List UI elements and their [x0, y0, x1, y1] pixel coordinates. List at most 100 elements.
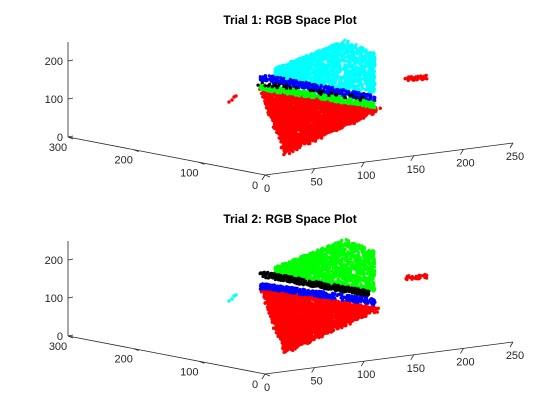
data-point: [299, 74, 303, 79]
x-tick-label: 100: [357, 369, 375, 381]
data-point: [345, 90, 349, 94]
data-point: [340, 120, 344, 124]
data-point: [305, 134, 310, 139]
data-point: [291, 137, 295, 141]
y-tick-mark: [199, 161, 205, 165]
data-point: [271, 74, 275, 79]
data-point: [331, 118, 335, 122]
data-point: [316, 113, 320, 118]
data-point: [303, 126, 307, 130]
data-point: [365, 102, 370, 106]
data-point: [317, 88, 321, 93]
data-point: [282, 120, 287, 125]
data-point: [274, 109, 278, 113]
x-tick-mark: [311, 168, 315, 174]
data-point: [362, 112, 367, 116]
x-tick-mark: [360, 360, 365, 367]
data-point: [313, 92, 317, 96]
data-point: [351, 68, 355, 72]
x-tick-label: 250: [506, 151, 524, 163]
data-point: [273, 119, 278, 124]
data-point: [378, 106, 382, 110]
data-point: [362, 67, 366, 71]
x-tick-mark: [261, 373, 266, 380]
data-point: [280, 100, 284, 104]
data-point: [311, 94, 315, 99]
data-point: [227, 100, 231, 104]
data-point: [310, 119, 314, 123]
data-point: [351, 112, 355, 117]
z-tick-label: 0: [57, 132, 63, 144]
data-point: [309, 63, 314, 67]
z-tick-label: 0: [57, 331, 63, 343]
data-point: [331, 98, 335, 102]
data-point: [260, 81, 264, 85]
data-point: [326, 70, 330, 74]
data-point: [298, 57, 302, 61]
data-point: [292, 74, 296, 78]
data-point: [369, 63, 373, 67]
data-point: [281, 116, 285, 120]
data-point: [288, 85, 292, 89]
data-point: [297, 128, 302, 132]
data-point: [319, 92, 323, 96]
x-tick-mark: [509, 142, 514, 149]
data-point: [303, 106, 307, 110]
data-point: [282, 152, 286, 157]
data-point: [364, 82, 368, 86]
data-point: [355, 50, 359, 54]
data-point: [296, 66, 300, 70]
x-tick-label: 250: [506, 350, 524, 362]
data-point: [307, 119, 312, 123]
x-tick-label: 50: [310, 376, 322, 388]
data-point: [275, 127, 279, 132]
data-point: [336, 75, 340, 79]
data-point: [267, 96, 271, 101]
data-point: [357, 115, 361, 120]
data-point: [284, 84, 288, 88]
data-point: [327, 64, 331, 68]
data-point: [342, 75, 346, 79]
data-point: [361, 116, 366, 120]
data-point: [280, 77, 284, 81]
data-point: [293, 134, 298, 138]
data-point: [372, 76, 376, 80]
data-point: [280, 129, 284, 133]
x-tick-label: 200: [456, 356, 474, 368]
data-point: [323, 98, 327, 102]
data-point: [271, 125, 276, 129]
data-point: [313, 78, 317, 82]
data-point: [349, 97, 353, 101]
data-point: [301, 133, 306, 138]
data-point: [301, 140, 305, 144]
data-point: [305, 115, 310, 119]
x-tick-mark: [460, 149, 464, 155]
data-point: [319, 108, 323, 113]
data-point: [295, 75, 299, 79]
z-tick-mark: [67, 97, 74, 100]
data-point: [334, 105, 339, 109]
data-point: [273, 115, 278, 120]
data-point: [312, 69, 316, 73]
data-point: [327, 93, 331, 98]
data-point: [338, 64, 342, 68]
data-point: [275, 105, 279, 110]
data-point: [276, 113, 281, 118]
data-point: [373, 81, 377, 85]
z-tick-mark: [67, 135, 74, 138]
data-point: [335, 119, 339, 123]
data-point: [292, 64, 296, 68]
data-point: [355, 99, 360, 103]
data-point: [310, 52, 314, 56]
data-point: [337, 84, 341, 88]
data-point: [409, 75, 413, 79]
data-point: [372, 51, 376, 55]
data-point: [340, 48, 345, 52]
data-point: [286, 66, 290, 70]
data-point: [330, 129, 334, 133]
data-point: [354, 111, 358, 115]
data-point: [357, 70, 361, 74]
data-point: [301, 115, 305, 119]
data-point: [290, 131, 295, 135]
